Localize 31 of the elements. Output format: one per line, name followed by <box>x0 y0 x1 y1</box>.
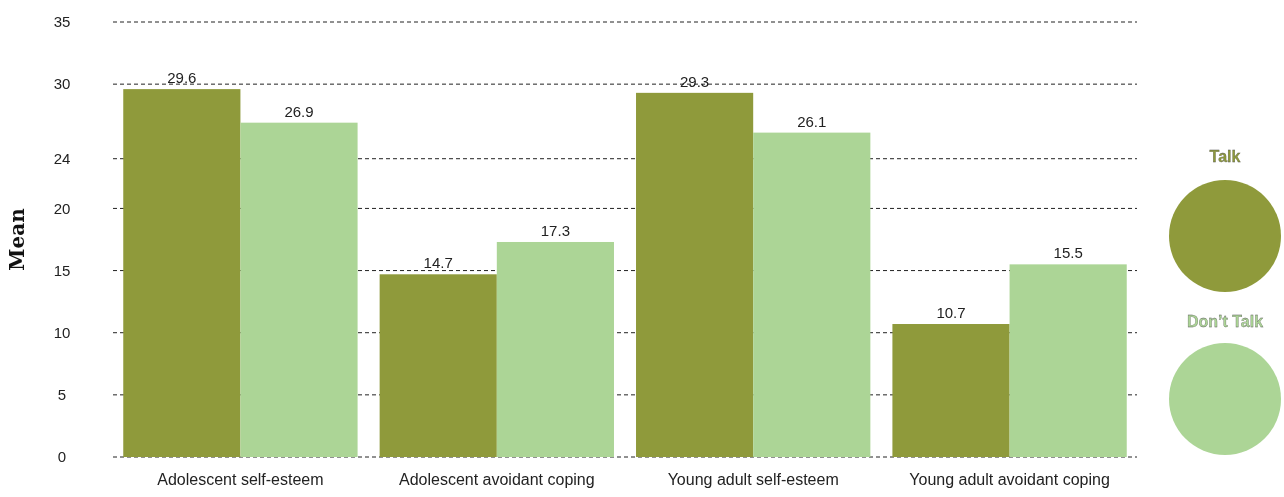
bar <box>1009 264 1127 457</box>
bar <box>892 324 1010 457</box>
y-tick-label: 5 <box>57 386 67 404</box>
y-tick-label: 0 <box>57 448 67 466</box>
x-tick-label: Young adult self-esteem <box>667 471 839 488</box>
bar <box>753 132 871 457</box>
y-tick-label: 10 <box>53 323 71 341</box>
y-axis-title: Mean <box>5 207 29 271</box>
data-label: 10.7 <box>936 304 966 322</box>
x-tick-label: Young adult avoidant coping <box>909 471 1110 488</box>
data-label: 29.3 <box>680 72 710 90</box>
data-label: 26.9 <box>284 102 314 120</box>
data-label: 15.5 <box>1053 244 1083 262</box>
y-tick-label: 20 <box>53 199 71 217</box>
bar <box>123 89 241 457</box>
x-tick-label: Adolescent self-esteem <box>157 471 324 488</box>
y-tick-label: 24 <box>53 149 71 167</box>
text: Don’t Talk <box>1186 313 1264 330</box>
y-tick-label: 30 <box>53 75 71 93</box>
y-tick-label: 35 <box>53 13 71 31</box>
data-label: 14.7 <box>423 254 453 272</box>
bar <box>636 92 754 457</box>
bar <box>496 241 614 457</box>
data-label: 17.3 <box>540 221 570 239</box>
x-tick-label: Adolescent avoidant coping <box>398 471 595 488</box>
bar <box>240 122 358 457</box>
text: Talk <box>1209 148 1241 165</box>
bar <box>379 274 497 457</box>
data-label: 29.6 <box>167 69 197 87</box>
y-tick-label: 15 <box>53 261 71 279</box>
data-label: 26.1 <box>797 112 827 130</box>
